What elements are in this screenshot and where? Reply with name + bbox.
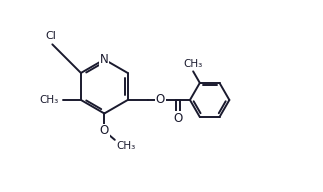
Text: CH₃: CH₃ <box>183 59 203 69</box>
Text: O: O <box>100 124 109 137</box>
Text: N: N <box>100 53 109 66</box>
Text: O: O <box>156 94 165 107</box>
Text: Cl: Cl <box>45 31 56 41</box>
Text: O: O <box>173 112 182 125</box>
Text: CH₃: CH₃ <box>39 95 59 105</box>
Text: CH₃: CH₃ <box>116 141 136 151</box>
